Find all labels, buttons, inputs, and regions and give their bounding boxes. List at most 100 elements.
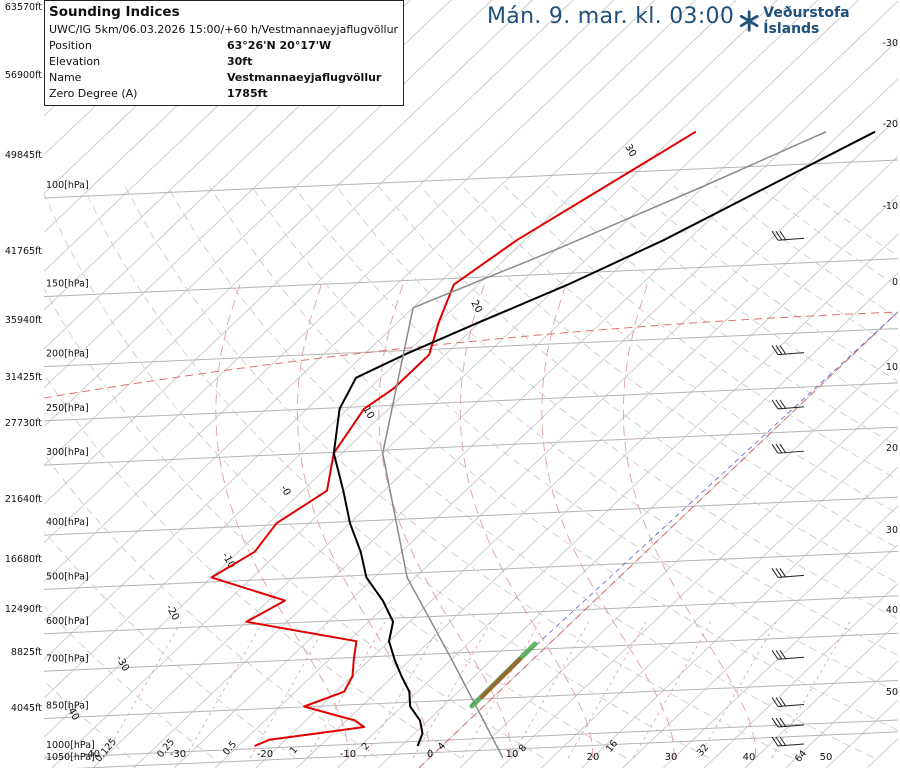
mixing-ratio-tick-label: 0.5: [221, 739, 239, 758]
isotherm-line: [44, 0, 330, 272]
temperature-tick-label: -30: [170, 749, 186, 760]
pressure-tick-label: 100[hPa]: [46, 180, 89, 191]
pressure-tick-label: 300[hPa]: [46, 447, 89, 458]
info-key: Zero Degree (A): [49, 87, 138, 100]
right-axis-tick-label: 0: [892, 277, 898, 288]
snowflake-logo-icon: [739, 10, 759, 32]
dry-adiabat-line: [251, 185, 898, 693]
mixing-ratio-line: [103, 621, 182, 759]
temperature-tick-label: -20: [257, 749, 273, 760]
height-tick-label: 63570ft: [5, 2, 42, 13]
info-row-position: Position 63°26'N 20°17'W: [49, 38, 399, 54]
isotherm-line: [500, 388, 898, 768]
isotherm-line: [44, 0, 778, 699]
dry-adiabat-line: [799, 185, 898, 257]
right-axis-tick-label: -30: [882, 38, 898, 49]
temperature-profile-line: [210, 130, 697, 747]
height-tick-label: 27730ft: [5, 418, 42, 429]
isotherm-line: [255, 155, 898, 768]
height-tick-label: 12490ft: [5, 604, 42, 615]
mixing-ratio-tick-label: 16: [604, 738, 620, 754]
dry-adiabat-line: [377, 185, 898, 584]
isotherm-line: [44, 0, 533, 466]
height-tick-label: 21640ft: [5, 494, 42, 505]
forecast-time-title: Mán. 9. mar. kl. 03:00: [487, 4, 735, 29]
info-key: Position: [49, 39, 92, 52]
right-axis-tick-label: 40: [886, 605, 898, 616]
isotherm-line: [44, 0, 615, 544]
temperature-tick-label: 10: [506, 749, 519, 760]
sounding-series: [210, 130, 876, 759]
pressure-tick-label: 200[hPa]: [46, 349, 89, 360]
pressure-tick-label: 850[hPa]: [46, 700, 89, 711]
temperature-tick-label: 50: [820, 752, 833, 763]
dry-adiabat-line: [504, 185, 898, 481]
info-box-subtitle: UWC/IG 5km/06.03.2026 15:00/+60 h/Vestma…: [49, 23, 399, 36]
dry-adiabat-line: [82, 185, 709, 759]
height-tick-label: 31425ft: [5, 372, 42, 383]
dry-adiabat-line: [166, 185, 875, 759]
dry-adiabat-line: [124, 185, 792, 759]
isotherm-line: [51, 0, 859, 768]
info-value: Vestmannaeyjaflugvöllur: [227, 71, 382, 84]
info-box-title: Sounding Indices: [49, 4, 180, 20]
isobar-line: [44, 679, 898, 719]
dry-adiabat-line: [44, 192, 627, 759]
right-axis-tick-label: 20: [886, 443, 898, 454]
temperature-tick-label: -10: [340, 749, 356, 760]
isobar-line: [44, 159, 898, 199]
mixing-ratio-line: [363, 621, 443, 759]
dry-adiabat-line: [293, 185, 898, 656]
isotherm-line: [377, 272, 898, 768]
isobar-line: [44, 719, 898, 759]
height-tick-label: 49845ft: [5, 150, 42, 161]
mixing-ratio-tick-label: 4: [436, 741, 448, 753]
mixing-ratio-tick-label: 8: [517, 743, 529, 755]
right-axis-tick-label: -10: [882, 201, 898, 212]
mixing-ratio-line: [771, 621, 850, 759]
mixing-ratio-line: [412, 621, 492, 759]
isotherm-line: [44, 0, 819, 738]
isotherm-line: [214, 117, 898, 768]
temperature-tick-label: 0: [427, 749, 433, 760]
isotherm-line: [44, 0, 289, 234]
isotherm-label: -0: [278, 484, 293, 498]
isotherm-line: [44, 0, 493, 428]
height-tick-label: 4045ft: [11, 703, 42, 714]
zero-isotherm-line: [418, 310, 898, 768]
mixing-ratio-line: [510, 621, 590, 759]
dry-adiabat-line: [44, 605, 214, 759]
wind-barb: [771, 568, 805, 578]
info-row-elevation: Elevation 30ft: [49, 54, 399, 70]
mixing-ratio-line: [567, 621, 647, 759]
info-row-name: Name Vestmannaeyjaflugvöllur: [49, 70, 399, 86]
isobar-line: [44, 382, 898, 422]
wind-barbs: [771, 230, 805, 747]
dry-adiabat-line: [44, 288, 544, 759]
dry-adiabat-line: [588, 185, 898, 415]
mixing-ratio-tick-label: 1: [288, 745, 300, 757]
right-axis-tick-label: -20: [882, 119, 898, 130]
dry-adiabat-line: [715, 185, 898, 319]
height-tick-label: 8825ft: [11, 647, 42, 658]
isotherm-line: [44, 0, 248, 195]
isotherm-line: [744, 621, 898, 768]
right-axis-tick-label: 30: [886, 525, 898, 536]
wind-barb: [771, 399, 805, 410]
isotherm-line: [174, 78, 898, 768]
info-row-zero-degree: Zero Degree (A) 1785ft: [49, 86, 399, 102]
height-tick-label: 35940ft: [5, 315, 42, 326]
isotherm-line: [92, 0, 898, 768]
dry-adiabat-line: [208, 185, 898, 731]
isobar-line: [44, 632, 898, 672]
pressure-tick-label: 1050[hPa]: [46, 752, 95, 763]
mixing-ratio-line: [184, 621, 264, 759]
dry-adiabat-line: [462, 185, 898, 515]
isobar-line: [44, 550, 898, 590]
wind-barb: [771, 649, 805, 660]
mixing-ratio-tick-label: 32: [695, 742, 711, 758]
isotherm-line: [44, 0, 737, 660]
info-value: 63°26'N 20°17'W: [227, 39, 332, 52]
isotherm-label: -20: [163, 603, 181, 623]
